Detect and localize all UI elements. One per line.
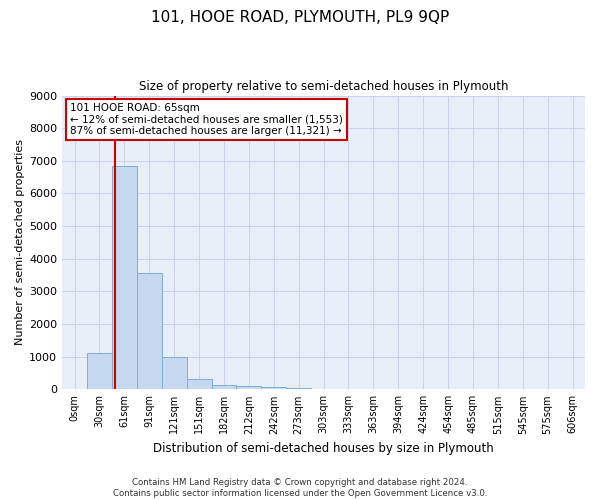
Bar	[236, 386, 262, 390]
Text: Contains HM Land Registry data © Crown copyright and database right 2024.
Contai: Contains HM Land Registry data © Crown c…	[113, 478, 487, 498]
Text: 101, HOOE ROAD, PLYMOUTH, PL9 9QP: 101, HOOE ROAD, PLYMOUTH, PL9 9QP	[151, 10, 449, 25]
Bar	[187, 379, 212, 390]
Bar	[87, 354, 112, 390]
Bar	[162, 356, 187, 390]
Y-axis label: Number of semi-detached properties: Number of semi-detached properties	[15, 140, 25, 346]
Bar	[112, 166, 137, 390]
Bar	[262, 387, 286, 390]
Bar	[286, 388, 311, 390]
Title: Size of property relative to semi-detached houses in Plymouth: Size of property relative to semi-detach…	[139, 80, 508, 93]
Bar	[137, 274, 162, 390]
X-axis label: Distribution of semi-detached houses by size in Plymouth: Distribution of semi-detached houses by …	[153, 442, 494, 455]
Text: 101 HOOE ROAD: 65sqm
← 12% of semi-detached houses are smaller (1,553)
87% of se: 101 HOOE ROAD: 65sqm ← 12% of semi-detac…	[70, 103, 343, 136]
Bar	[212, 385, 236, 390]
